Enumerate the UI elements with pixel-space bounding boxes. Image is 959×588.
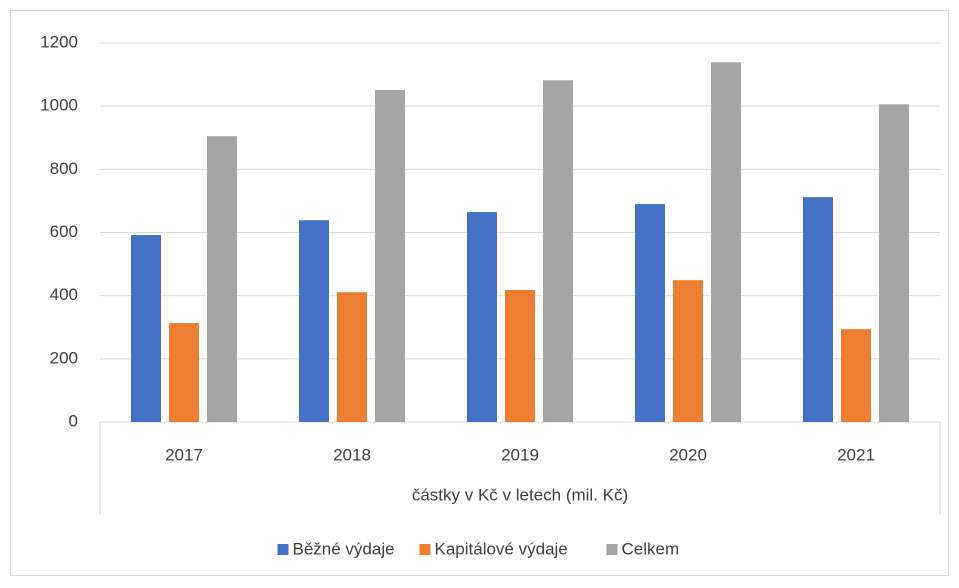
bar bbox=[635, 204, 665, 422]
bar bbox=[673, 280, 703, 422]
bar bbox=[207, 136, 237, 422]
bar bbox=[467, 211, 497, 422]
bar bbox=[375, 90, 405, 422]
bar bbox=[543, 80, 573, 422]
bar bbox=[169, 323, 199, 422]
x-tick-label: 2021 bbox=[837, 445, 875, 464]
x-tick-label: 2018 bbox=[333, 445, 371, 464]
y-tick-label: 1200 bbox=[40, 32, 78, 51]
x-axis-title: částky v Kč v letech (mil. Kč) bbox=[412, 485, 628, 504]
legend-swatch bbox=[419, 544, 431, 555]
y-tick-label: 1000 bbox=[40, 96, 78, 115]
legend-label: Běžné výdaje bbox=[293, 539, 395, 558]
y-tick-label: 400 bbox=[50, 285, 78, 304]
y-tick-label: 200 bbox=[50, 348, 78, 367]
bar bbox=[337, 292, 367, 422]
bar bbox=[299, 220, 329, 422]
x-tick-label: 2020 bbox=[669, 445, 707, 464]
y-tick-label: 600 bbox=[50, 222, 78, 241]
legend-swatch bbox=[277, 544, 289, 555]
bar bbox=[879, 104, 909, 422]
y-tick-label: 0 bbox=[69, 411, 78, 430]
bar bbox=[803, 197, 833, 422]
bar bbox=[711, 62, 741, 422]
y-tick-label: 800 bbox=[50, 159, 78, 178]
x-tick-label: 2019 bbox=[501, 445, 539, 464]
legend-label: Kapitálové výdaje bbox=[435, 539, 568, 558]
bar bbox=[505, 289, 535, 422]
legend-swatch bbox=[606, 544, 618, 555]
x-tick-label: 2017 bbox=[165, 445, 203, 464]
bar bbox=[131, 235, 161, 422]
bar bbox=[841, 329, 871, 422]
legend-label: Celkem bbox=[622, 539, 680, 558]
